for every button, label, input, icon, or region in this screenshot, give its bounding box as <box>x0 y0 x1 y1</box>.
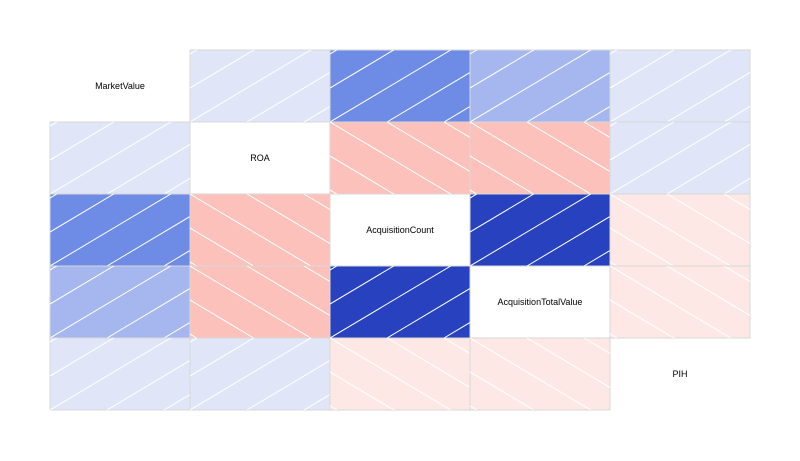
corr-cell-4-1 <box>189 337 331 411</box>
correlation-cells: MarketValue ROA AcquisitionCount Acquisitio… <box>49 49 751 411</box>
corr-cell-4-3 <box>469 337 611 411</box>
corr-cell-3-2 <box>329 265 471 339</box>
corr-cell-3-4 <box>609 265 751 339</box>
corr-cell-0-3 <box>469 49 611 123</box>
corr-cell-1-3 <box>469 121 611 195</box>
corr-cell-0-2 <box>329 49 471 123</box>
variable-label-4: PIH <box>672 369 687 379</box>
corr-cell-3-0 <box>49 265 191 339</box>
variable-label-3: AcquisitionTotalValue <box>498 297 583 307</box>
corr-cell-1-2 <box>329 121 471 195</box>
corr-cell-4-0 <box>49 337 191 411</box>
corr-cell-2-4 <box>609 193 751 267</box>
variable-label-2: AcquisitionCount <box>366 225 434 235</box>
corr-cell-3-1 <box>189 265 331 339</box>
corr-cell-1-4 <box>609 121 751 195</box>
corr-cell-2-0 <box>49 193 191 267</box>
corr-cell-0-1 <box>189 49 331 123</box>
corr-cell-4-2 <box>329 337 471 411</box>
variable-label-0: MarketValue <box>95 81 145 91</box>
variable-label-1: ROA <box>250 153 270 163</box>
